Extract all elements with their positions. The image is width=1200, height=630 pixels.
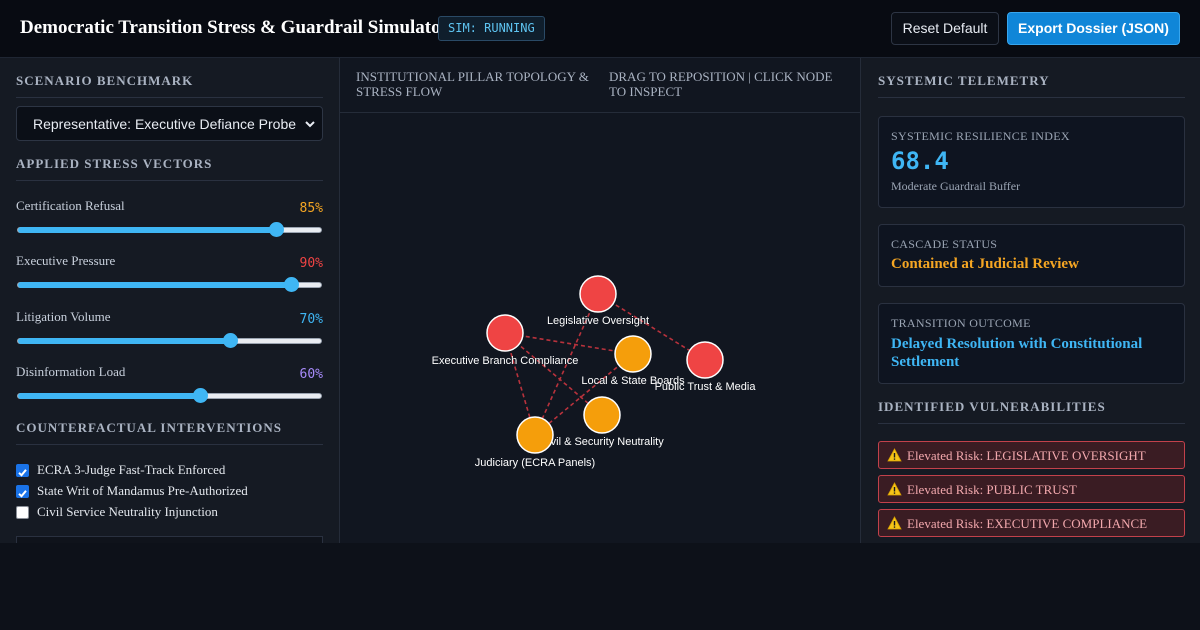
resilience-card: SYSTEMIC RESILIENCE INDEX 68.4 Moderate … — [878, 116, 1185, 208]
stress-section-title: APPLIED STRESS VECTORS — [16, 156, 323, 181]
node-circle[interactable] — [686, 341, 724, 379]
stress-edge — [597, 293, 706, 361]
cascade-label: CASCADE STATUS — [891, 237, 998, 251]
scenario-select[interactable]: Representative: Executive Defiance Probe — [16, 106, 323, 141]
vulnerability-alert: Elevated Risk: LEGISLATIVE OVERSIGHT — [878, 441, 1185, 469]
resilience-sub: Moderate Guardrail Buffer — [891, 179, 1021, 193]
slider-value: 85% — [299, 201, 323, 216]
slider-thumb[interactable] — [268, 222, 284, 237]
warning-icon — [887, 482, 902, 496]
node-exec[interactable]: Executive Branch Compliance — [432, 314, 579, 367]
checkbox-label: ECRA 3-Judge Fast-Track Enforced — [37, 462, 226, 477]
checkbox[interactable] — [16, 506, 29, 519]
slider-value: 60% — [299, 367, 323, 382]
stress-edge — [534, 353, 634, 436]
vulnerabilities-section-title: IDENTIFIED VULNERABILITIES — [878, 399, 1185, 424]
slider-label: Disinformation Load — [16, 364, 126, 379]
app-title: Democratic Transition Stress & Guardrail… — [20, 17, 450, 38]
node-civil[interactable]: Civil & Security Neutrality — [540, 396, 664, 448]
slider-litigation-volume: Litigation Volume 70% — [16, 309, 323, 349]
slider-track[interactable] — [17, 222, 322, 237]
node-label: Legislative Oversight — [547, 315, 649, 327]
vulnerability-text: Elevated Risk: PUBLIC TRUST — [907, 482, 1077, 497]
slider-fill — [18, 393, 200, 399]
resilience-value: 68.4 — [891, 147, 949, 175]
left-panel-footer-box — [16, 536, 323, 543]
outcome-label: TRANSITION OUTCOME — [891, 316, 1031, 330]
node-local[interactable]: Local & State Boards — [581, 335, 685, 387]
checkbox-label: Civil Service Neutrality Injunction — [37, 504, 218, 519]
checkbox[interactable] — [16, 464, 29, 477]
stress-edge — [534, 293, 599, 436]
sim-status-badge: SIM: RUNNING — [438, 16, 545, 41]
slider-track[interactable] — [17, 333, 322, 348]
node-circle[interactable] — [614, 335, 652, 373]
slider-value: 70% — [299, 312, 323, 327]
node-trust[interactable]: Public Trust & Media — [655, 341, 757, 393]
warning-icon — [887, 516, 902, 530]
vulnerability-alert: Elevated Risk: EXECUTIVE COMPLIANCE — [878, 509, 1185, 537]
node-label: Judiciary (ECRA Panels) — [475, 457, 595, 469]
slider-label: Certification Refusal — [16, 198, 125, 213]
node-circle[interactable] — [516, 416, 554, 454]
chevron-down-icon — [305, 121, 315, 128]
checkbox[interactable] — [16, 485, 29, 498]
topology-hint: DRAG TO REPOSITION | CLICK NODE TO INSPE… — [609, 69, 833, 99]
telemetry-section-title: SYSTEMIC TELEMETRY — [878, 73, 1185, 98]
outcome-card: TRANSITION OUTCOME Delayed Resolution wi… — [878, 303, 1185, 384]
slider-thumb[interactable] — [223, 333, 239, 348]
vulnerability-text: Elevated Risk: LEGISLATIVE OVERSIGHT — [907, 448, 1146, 463]
slider-thumb[interactable] — [283, 277, 299, 292]
slider-fill — [18, 338, 231, 344]
page-bottom-area — [0, 543, 1200, 630]
slider-track[interactable] — [17, 277, 322, 292]
slider-label: Litigation Volume — [16, 309, 111, 324]
stress-edge — [504, 332, 603, 416]
scenario-section-title: SCENARIO BENCHMARK — [16, 73, 323, 98]
vulnerability-text: Elevated Risk: EXECUTIVE COMPLIANCE — [907, 516, 1148, 531]
reset-default-button[interactable]: Reset Default — [891, 12, 999, 45]
topology-graph[interactable]: Legislative Oversight Executive Branch Co… — [340, 113, 860, 543]
topology-header: INSTITUTIONAL PILLAR TOPOLOGY & STRESS F… — [340, 58, 860, 113]
node-label: Civil & Security Neutrality — [540, 436, 664, 448]
stress-edge — [504, 332, 634, 355]
checkbox-label: State Writ of Mandamus Pre-Authorized — [37, 483, 248, 498]
telemetry-panel: SYSTEMIC TELEMETRY SYSTEMIC RESILIENCE I… — [860, 58, 1200, 543]
outcome-value: Delayed Resolution with Constitutional S… — [891, 336, 1143, 370]
slider-certification-refusal: Certification Refusal 85% — [16, 198, 323, 238]
slider-track[interactable] — [17, 388, 322, 403]
topology-title: INSTITUTIONAL PILLAR TOPOLOGY & STRESS F… — [356, 69, 589, 99]
controls-panel: SCENARIO BENCHMARK Representative: Execu… — [0, 58, 340, 543]
topology-panel: INSTITUTIONAL PILLAR TOPOLOGY & STRESS F… — [340, 58, 860, 543]
node-label: Executive Branch Compliance — [432, 355, 579, 367]
scenario-selected-value: Representative: Executive Defiance Probe — [33, 116, 297, 132]
node-label: Public Trust & Media — [655, 381, 757, 393]
vulnerability-alert: Elevated Risk: PUBLIC TRUST — [878, 475, 1185, 503]
node-circle[interactable] — [583, 396, 621, 434]
slider-label: Executive Pressure — [16, 253, 116, 268]
node-label: Local & State Boards — [581, 375, 685, 387]
resilience-label: SYSTEMIC RESILIENCE INDEX — [891, 129, 1070, 143]
slider-value: 90% — [299, 256, 323, 271]
interventions-section-title: COUNTERFACTUAL INTERVENTIONS — [16, 420, 323, 445]
node-circle[interactable] — [579, 275, 617, 313]
slider-fill — [18, 282, 291, 288]
slider-fill — [18, 227, 276, 233]
export-dossier-button[interactable]: Export Dossier (JSON) — [1007, 12, 1180, 45]
slider-disinformation-load: Disinformation Load 60% — [16, 364, 323, 404]
cascade-value: Contained at Judicial Review — [891, 256, 1079, 272]
node-leg[interactable]: Legislative Oversight — [547, 275, 649, 327]
cascade-card: CASCADE STATUS Contained at Judicial Rev… — [878, 224, 1185, 287]
slider-executive-pressure: Executive Pressure 90% — [16, 253, 323, 293]
node-jud[interactable]: Judiciary (ECRA Panels) — [475, 416, 595, 469]
app-header: Democratic Transition Stress & Guardrail… — [0, 0, 1200, 58]
slider-thumb[interactable] — [192, 388, 208, 403]
warning-icon — [887, 448, 902, 462]
node-circle[interactable] — [486, 314, 524, 352]
